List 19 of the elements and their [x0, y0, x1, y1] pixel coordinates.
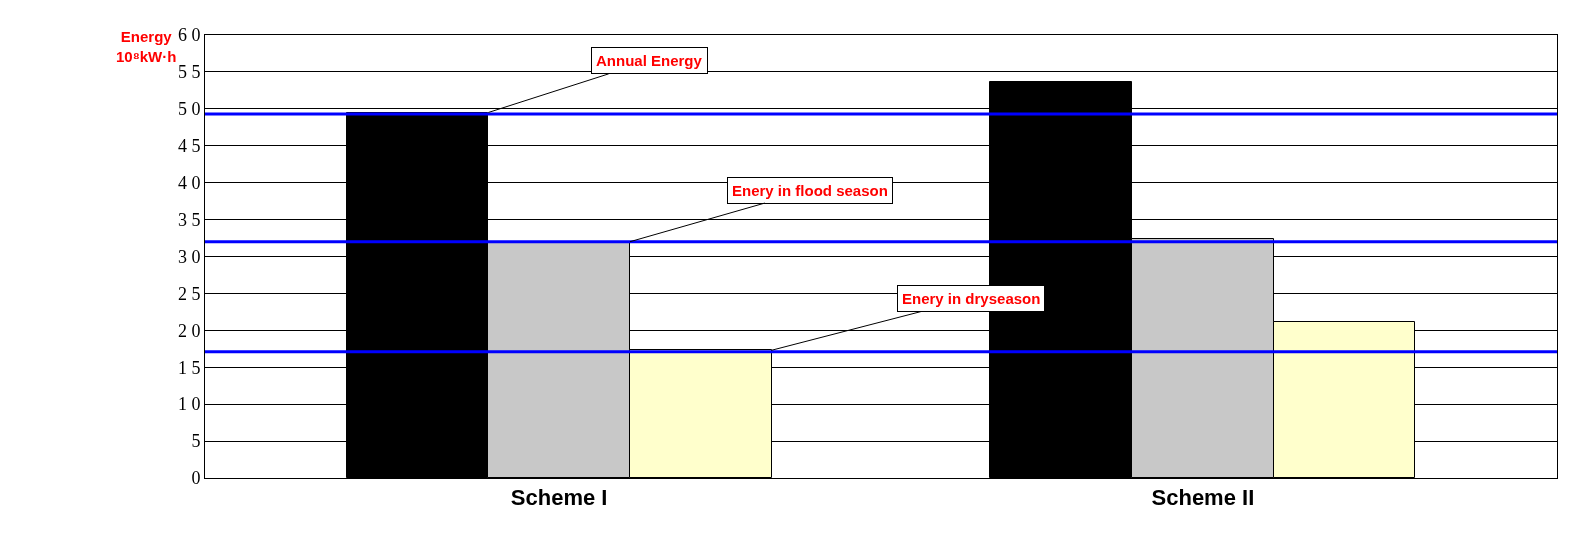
y-tick-label: 3 5 — [177, 209, 201, 230]
y-tick-label: 1 0 — [177, 394, 201, 415]
y-tick-label: 3 0 — [177, 246, 201, 267]
y-tick-label: 1 5 — [177, 357, 201, 378]
y-tick-label: 2 5 — [177, 283, 201, 304]
y-tick-label: 4 5 — [177, 136, 201, 157]
y-tick-label: 0 — [191, 468, 201, 489]
y-tick-label: 5 5 — [177, 62, 201, 83]
text: Enery in dryseason — [902, 290, 1041, 307]
text: Enery in flood season — [732, 182, 888, 199]
y-tick-label: 5 0 — [177, 99, 201, 120]
y-tick-label: 4 0 — [177, 172, 201, 193]
y-tick-label: 6 0 — [177, 25, 201, 46]
y-tick-label: 5 — [191, 431, 201, 452]
y-axis-title: Energy 10⁸kW·h — [116, 28, 177, 65]
y-tick-label: 2 0 — [177, 320, 201, 341]
x-tick-label: Scheme I — [510, 485, 608, 511]
text: Annual Energy — [596, 52, 703, 69]
x-tick-label: Scheme II — [1151, 485, 1255, 511]
